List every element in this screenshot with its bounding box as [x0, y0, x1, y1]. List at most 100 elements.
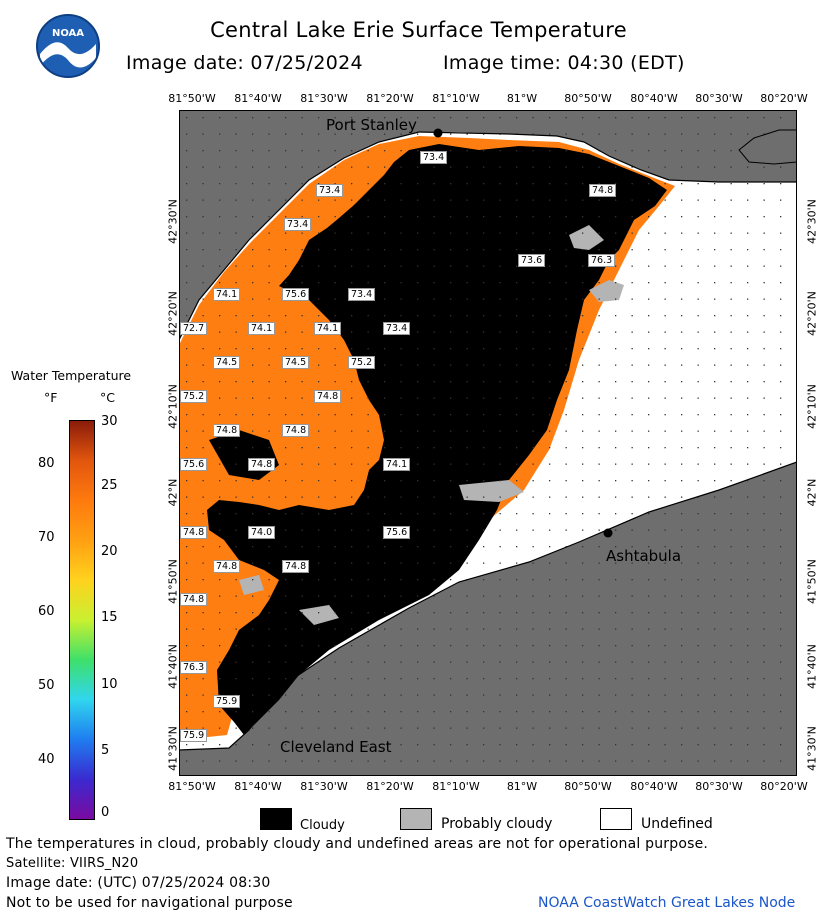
legend-c-tick: 10	[101, 677, 118, 692]
lat-tick-right: 42°30'N	[805, 199, 819, 244]
temperature-label: 74.1	[248, 322, 276, 335]
temperature-label: 74.1	[314, 322, 342, 335]
legend-f-tick: 50	[38, 678, 55, 693]
lon-tick-top: 80°20'W	[760, 92, 808, 105]
temperature-label: 74.8	[282, 560, 310, 573]
lat-tick-left: 42°N	[166, 478, 180, 507]
legend-c-tick: 20	[101, 544, 118, 559]
temperature-label: 75.6	[383, 526, 411, 539]
legend-c-tick: 15	[101, 610, 118, 625]
lon-tick-bottom: 80°30'W	[695, 780, 743, 793]
temperature-label: 74.1	[383, 458, 411, 471]
lon-tick-bottom: 80°50'W	[564, 780, 612, 793]
temperature-label: 73.4	[348, 288, 376, 301]
temperature-label: 74.8	[248, 458, 276, 471]
undefined-swatch	[600, 808, 632, 830]
temperature-label: 74.8	[213, 424, 241, 437]
temperature-colorbar	[69, 420, 95, 820]
legend-f-tick: 40	[38, 752, 55, 767]
temperature-label: 73.4	[284, 218, 312, 231]
ashtabula-label: Ashtabula	[606, 547, 682, 565]
lon-tick-bottom: 80°40'W	[630, 780, 678, 793]
lat-tick-right: 42°N	[805, 478, 819, 507]
legend-unit-f: °F	[44, 390, 58, 405]
lat-tick-left: 42°30'N	[166, 199, 180, 244]
lon-tick-top: 81°20'W	[366, 92, 414, 105]
nav-warning-text: Not to be used for navigational purpose	[6, 895, 293, 911]
cloudy-swatch	[260, 808, 292, 830]
lon-tick-bottom: 81°50'W	[168, 780, 216, 793]
lon-tick-top: 81°10'W	[432, 92, 480, 105]
legend-c-tick: 25	[101, 478, 118, 493]
lon-tick-top: 81°40'W	[234, 92, 282, 105]
svg-text:NOAA: NOAA	[52, 28, 84, 39]
port-stanley-label: Port Stanley	[326, 116, 417, 134]
lon-tick-bottom: 81°30'W	[300, 780, 348, 793]
temperature-label: 74.8	[282, 424, 310, 437]
lat-tick-left: 41°30'N	[166, 726, 180, 771]
lat-tick-left: 41°40'N	[166, 644, 180, 689]
lon-tick-top: 81°30'W	[300, 92, 348, 105]
lat-tick-right: 41°40'N	[805, 644, 819, 689]
lake-temperature-map	[179, 110, 797, 776]
temperature-label: 76.3	[588, 254, 616, 267]
lon-tick-top: 80°50'W	[564, 92, 612, 105]
lat-tick-right: 42°10'N	[805, 384, 819, 429]
legend-unit-c: °C	[100, 390, 115, 405]
temperature-label: 75.6	[282, 288, 310, 301]
temperature-label: 74.5	[282, 356, 310, 369]
legend-f-tick: 60	[38, 604, 55, 619]
temperature-label: 75.2	[180, 390, 208, 403]
lat-tick-right: 41°50'N	[805, 559, 819, 604]
lon-tick-bottom: 81°40'W	[234, 780, 282, 793]
probably-cloudy-label: Probably cloudy	[441, 816, 553, 832]
credit-text: NOAA CoastWatch Great Lakes Node	[538, 895, 796, 911]
lat-tick-right: 41°30'N	[805, 726, 819, 771]
temperature-label: 72.7	[180, 322, 208, 335]
legend-f-tick: 80	[38, 456, 55, 471]
ashtabula-marker	[603, 528, 613, 538]
satellite-text: Satellite: VIIRS_N20	[6, 856, 139, 871]
temperature-label: 75.2	[348, 356, 376, 369]
temperature-label: 75.9	[180, 729, 208, 742]
cleveland-east-label: Cleveland East	[280, 738, 392, 756]
map-title: Central Lake Erie Surface Temperature	[210, 18, 627, 42]
lon-tick-bottom: 81°20'W	[366, 780, 414, 793]
temperature-label: 74.8	[314, 390, 342, 403]
undefined-label: Undefined	[641, 816, 713, 832]
temperature-label: 75.6	[180, 458, 208, 471]
cloudy-label: Cloudy	[300, 818, 345, 833]
lon-tick-top: 80°30'W	[695, 92, 743, 105]
temperature-label: 75.9	[213, 695, 241, 708]
temperature-label: 73.4	[383, 322, 411, 335]
temperature-label: 74.8	[213, 560, 241, 573]
temperature-label: 74.5	[213, 356, 241, 369]
noaa-logo: NOAA	[36, 14, 100, 78]
lon-tick-top: 81°W	[506, 92, 538, 105]
port-stanley-marker	[433, 128, 443, 138]
probably-cloudy-swatch	[400, 808, 432, 830]
lat-tick-left: 41°50'N	[166, 559, 180, 604]
lon-tick-bottom: 81°W	[506, 780, 538, 793]
temperature-label: 76.3	[180, 661, 208, 674]
temperature-label: 74.0	[248, 526, 276, 539]
temperature-label: 73.6	[518, 254, 546, 267]
temperature-label: 74.8	[589, 184, 617, 197]
temperature-label: 73.4	[420, 151, 448, 164]
utc-date-text: Image date: (UTC) 07/25/2024 08:30	[6, 875, 271, 891]
temperature-label: 74.1	[213, 288, 241, 301]
lat-tick-left: 42°20'N	[166, 291, 180, 336]
lat-tick-right: 42°20'N	[805, 291, 819, 336]
temperature-label: 73.4	[316, 184, 344, 197]
lon-tick-top: 80°40'W	[630, 92, 678, 105]
legend-c-tick: 5	[101, 743, 110, 758]
legend-title: Water Temperature	[11, 368, 132, 383]
disclaimer-text: The temperatures in cloud, probably clou…	[6, 836, 709, 852]
legend-c-tick: 0	[101, 805, 110, 820]
land-area	[738, 129, 797, 165]
temperature-label: 74.8	[180, 593, 208, 606]
lon-tick-top: 81°50'W	[168, 92, 216, 105]
legend-f-tick: 70	[38, 530, 55, 545]
lon-tick-bottom: 81°10'W	[432, 780, 480, 793]
image-time: Image time: 04:30 (EDT)	[443, 52, 685, 74]
